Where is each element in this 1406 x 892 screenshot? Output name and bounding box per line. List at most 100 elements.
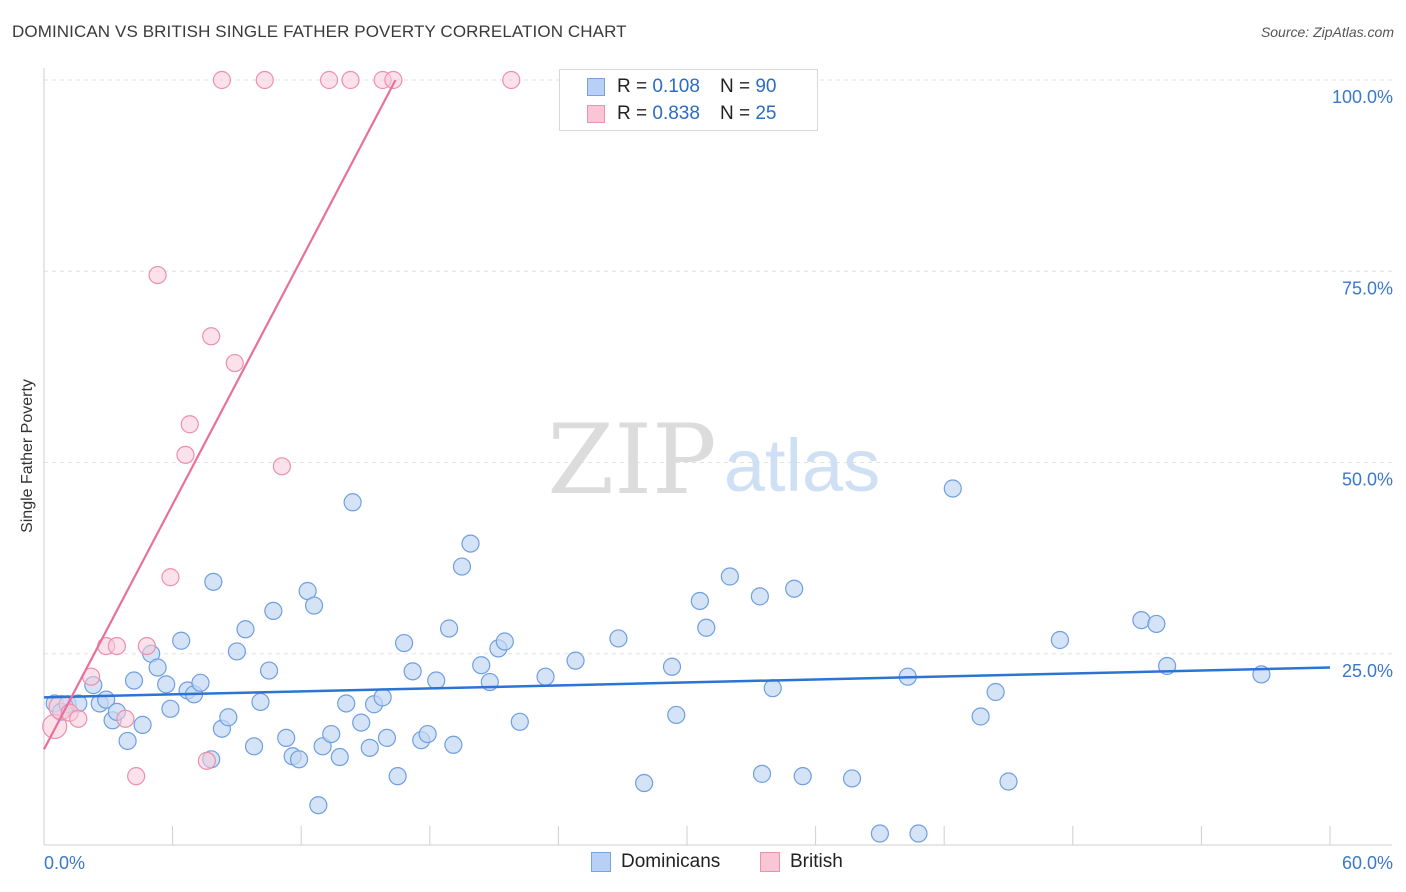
data-point-dominicans[interactable] — [427, 671, 446, 690]
data-point-dominicans[interactable] — [133, 715, 152, 734]
data-point-dominicans[interactable] — [635, 773, 654, 793]
data-point-dominicans[interactable] — [763, 679, 782, 698]
data-point-dominicans[interactable] — [244, 737, 264, 756]
data-point-dominicans[interactable] — [330, 747, 349, 767]
legend-row-dominicans: R = 0.108 N = 90 — [560, 74, 776, 100]
data-point-dominicans[interactable] — [1050, 630, 1070, 650]
data-point-dominicans[interactable] — [870, 824, 890, 843]
data-point-dominicans[interactable] — [697, 618, 716, 637]
data-point-dominicans[interactable] — [418, 724, 437, 744]
data-point-dominicans[interactable] — [309, 796, 328, 815]
data-point-british[interactable] — [255, 70, 274, 90]
data-point-dominicans[interactable] — [337, 694, 356, 713]
data-point-british[interactable] — [148, 265, 167, 285]
data-point-dominicans[interactable] — [204, 572, 223, 591]
data-point-dominicans[interactable] — [157, 675, 176, 694]
data-point-dominicans[interactable] — [360, 738, 379, 757]
data-point-dominicans[interactable] — [609, 629, 628, 648]
data-point-british[interactable] — [180, 415, 199, 434]
data-point-dominicans[interactable] — [264, 601, 283, 621]
data-point-dominicans[interactable] — [943, 479, 962, 498]
chart-title: DOMINICAN VS BRITISH SINGLE FATHER POVER… — [12, 22, 627, 41]
data-point-dominicans[interactable] — [720, 567, 739, 586]
data-point-british[interactable] — [107, 636, 126, 656]
data-point-dominicans[interactable] — [909, 824, 928, 843]
data-point-dominicans[interactable] — [667, 705, 686, 725]
data-point-dominicans[interactable] — [752, 764, 772, 783]
legend-item-dominicans[interactable]: Dominicans — [591, 851, 720, 873]
data-point-dominicans[interactable] — [444, 735, 463, 754]
data-point-dominicans[interactable] — [1147, 614, 1166, 634]
data-point-dominicans[interactable] — [842, 769, 862, 788]
data-point-british[interactable] — [502, 70, 521, 90]
data-point-dominicans[interactable] — [277, 728, 296, 748]
data-point-dominicans[interactable] — [536, 667, 555, 686]
data-point-dominicans[interactable] — [377, 728, 397, 748]
legend-r-value: 0.838 — [652, 103, 700, 124]
data-point-dominicans[interactable] — [495, 632, 514, 651]
data-point-dominicans[interactable] — [403, 662, 422, 681]
data-point-dominicans[interactable] — [191, 673, 210, 692]
data-point-dominicans[interactable] — [148, 658, 167, 677]
legend-swatch-british — [760, 852, 780, 872]
data-point-dominicans[interactable] — [566, 651, 585, 670]
data-point-british[interactable] — [384, 70, 403, 90]
data-point-dominicans[interactable] — [461, 534, 480, 553]
data-point-dominicans[interactable] — [236, 620, 255, 639]
data-point-dominicans[interactable] — [439, 619, 459, 638]
data-point-dominicans[interactable] — [750, 587, 769, 606]
data-point-dominicans[interactable] — [662, 657, 682, 676]
data-point-british[interactable] — [127, 767, 146, 786]
data-point-dominicans[interactable] — [161, 699, 180, 718]
legend-n-label: N = — [719, 76, 751, 97]
data-point-dominicans[interactable] — [118, 731, 137, 751]
data-point-dominicans[interactable] — [322, 724, 341, 744]
data-point-british[interactable] — [202, 327, 221, 346]
y-tick-labels: 100.0% 75.0% 50.0% 25.0% — [1332, 87, 1393, 681]
data-point-dominicans[interactable] — [172, 631, 191, 650]
data-point-dominicans[interactable] — [472, 656, 491, 675]
data-point-dominicans[interactable] — [124, 671, 144, 690]
data-point-dominicans[interactable] — [304, 596, 324, 615]
legend-row-british: R = 0.838 N = 25 — [560, 101, 776, 127]
series-dominicans — [45, 479, 1271, 843]
data-point-dominicans[interactable] — [388, 767, 407, 786]
y-tick-label: 75.0% — [1342, 278, 1393, 298]
data-point-british[interactable] — [225, 353, 244, 373]
data-point-dominicans[interactable] — [690, 591, 709, 611]
data-point-dominicans[interactable] — [289, 750, 309, 769]
data-point-british[interactable] — [341, 70, 360, 90]
data-point-british[interactable] — [319, 70, 339, 90]
watermark-zip: ZIP — [547, 404, 716, 516]
data-point-british[interactable] — [161, 568, 180, 587]
data-point-british[interactable] — [176, 445, 195, 464]
data-point-dominicans[interactable] — [793, 767, 812, 786]
data-point-dominicans[interactable] — [394, 633, 414, 653]
data-point-british[interactable] — [272, 457, 292, 476]
data-point-dominicans[interactable] — [1132, 610, 1151, 630]
data-point-dominicans[interactable] — [219, 708, 238, 727]
data-point-british[interactable] — [137, 636, 156, 656]
data-point-dominicans[interactable] — [227, 642, 246, 661]
data-point-british[interactable] — [116, 709, 135, 728]
data-point-dominicans[interactable] — [251, 692, 270, 712]
data-point-dominicans[interactable] — [259, 661, 279, 680]
data-point-british[interactable] — [212, 70, 231, 90]
legend-item-british[interactable]: British — [760, 851, 843, 873]
watermark-atlas: atlas — [724, 424, 880, 507]
data-point-dominicans[interactable] — [452, 557, 472, 576]
data-point-dominicans[interactable] — [343, 493, 362, 512]
data-point-dominicans[interactable] — [373, 688, 392, 707]
legend-r-value: 0.108 — [652, 76, 700, 97]
y-tick-label: 25.0% — [1342, 661, 1393, 681]
data-point-dominicans[interactable] — [785, 579, 804, 598]
data-point-dominicans[interactable] — [352, 713, 371, 732]
x-tick-label-min: 0.0% — [44, 853, 85, 873]
data-point-british[interactable] — [197, 751, 216, 770]
data-point-british[interactable] — [69, 709, 88, 728]
data-point-dominicans[interactable] — [510, 712, 529, 731]
data-point-dominicans[interactable] — [999, 772, 1018, 791]
data-point-dominicans[interactable] — [971, 707, 990, 726]
y-tick-label: 50.0% — [1342, 470, 1393, 490]
data-point-dominicans[interactable] — [986, 682, 1005, 702]
